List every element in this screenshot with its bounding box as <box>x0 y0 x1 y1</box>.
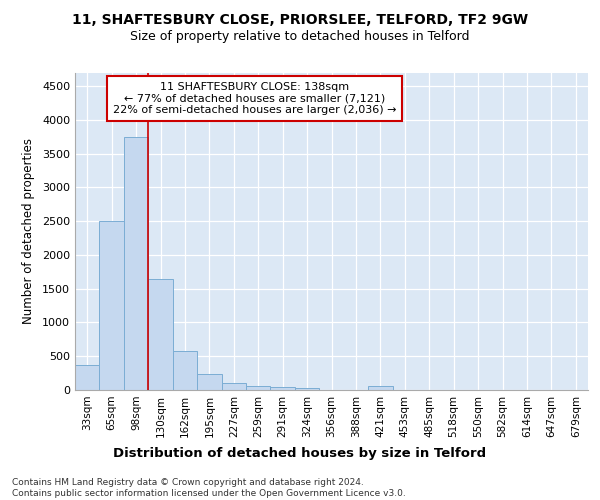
Bar <box>197 374 221 390</box>
Text: Distribution of detached houses by size in Telford: Distribution of detached houses by size … <box>113 448 487 460</box>
Bar <box>368 386 392 390</box>
Text: Contains HM Land Registry data © Crown copyright and database right 2024.
Contai: Contains HM Land Registry data © Crown c… <box>12 478 406 498</box>
Bar <box>100 221 124 390</box>
Text: Size of property relative to detached houses in Telford: Size of property relative to detached ho… <box>130 30 470 43</box>
Bar <box>75 365 100 390</box>
Bar <box>295 388 319 390</box>
Text: 11 SHAFTESBURY CLOSE: 138sqm
← 77% of detached houses are smaller (7,121)
22% of: 11 SHAFTESBURY CLOSE: 138sqm ← 77% of de… <box>113 82 396 115</box>
Text: 11, SHAFTESBURY CLOSE, PRIORSLEE, TELFORD, TF2 9GW: 11, SHAFTESBURY CLOSE, PRIORSLEE, TELFOR… <box>72 12 528 26</box>
Bar <box>148 279 173 390</box>
Bar <box>271 388 295 390</box>
Bar <box>124 136 148 390</box>
Bar <box>173 351 197 390</box>
Bar <box>221 382 246 390</box>
Y-axis label: Number of detached properties: Number of detached properties <box>22 138 35 324</box>
Bar <box>246 386 271 390</box>
